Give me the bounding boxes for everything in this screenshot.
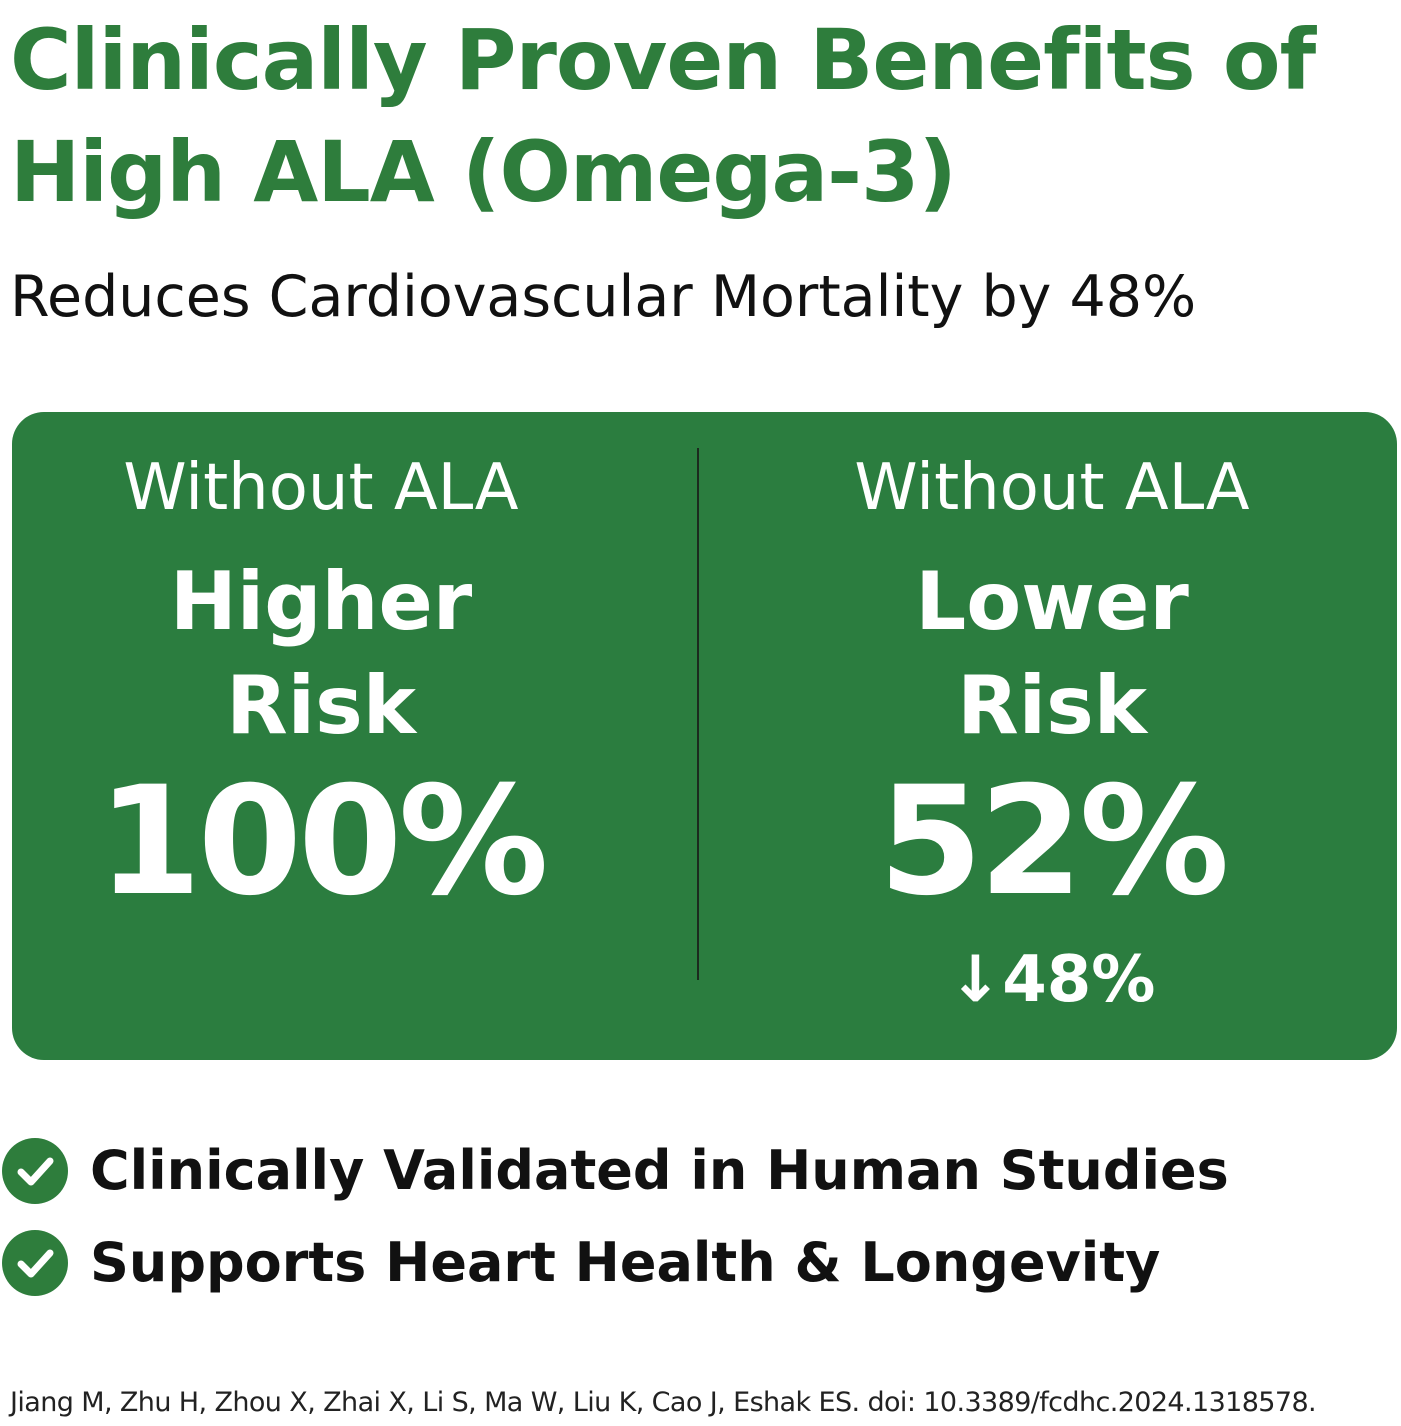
page-title-line-2: High ALA (Omega-3) (10, 123, 957, 221)
right-column-label: Without ALA (854, 451, 1250, 525)
with-ala-column: Without ALA Lower Risk 52% ↓48% (732, 412, 1372, 1060)
benefit-item: Clinically Validated in Human Studies (0, 1125, 1229, 1217)
without-ala-column: Without ALA Higher Risk 100% (12, 412, 630, 1060)
left-risk-line-1: Higher (169, 555, 473, 648)
right-risk-value: 52% (878, 755, 1229, 929)
right-risk-line-2: Risk (957, 659, 1147, 752)
check-circle-icon (2, 1138, 68, 1204)
left-risk-label: Higher Risk (12, 550, 630, 758)
right-risk-label: Lower Risk (732, 550, 1372, 758)
left-risk-line-2: Risk (226, 659, 416, 752)
right-risk-line-1: Lower (915, 555, 1189, 648)
left-column-label: Without ALA (123, 451, 519, 525)
check-circle-icon (2, 1230, 68, 1296)
benefit-text: Clinically Validated in Human Studies (90, 1139, 1229, 1202)
citation: Jiang M, Zhu H, Zhou X, Zhai X, Li S, Ma… (10, 1387, 1317, 1418)
column-divider (697, 448, 699, 980)
benefit-item: Supports Heart Health & Longevity (0, 1217, 1229, 1309)
risk-reduction-badge: ↓48% (948, 943, 1156, 1017)
page-subtitle: Reduces Cardiovascular Mortality by 48% (10, 264, 1197, 330)
comparison-panel: Without ALA Higher Risk 100% Without ALA… (12, 412, 1397, 1060)
benefits-list: Clinically Validated in Human Studies Su… (0, 1125, 1229, 1309)
page-title-line-1: Clinically Proven Benefits of (10, 11, 1316, 109)
page-title: Clinically Proven Benefits of High ALA (… (10, 4, 1390, 228)
benefit-text: Supports Heart Health & Longevity (90, 1231, 1161, 1294)
left-risk-value: 100% (97, 755, 548, 929)
